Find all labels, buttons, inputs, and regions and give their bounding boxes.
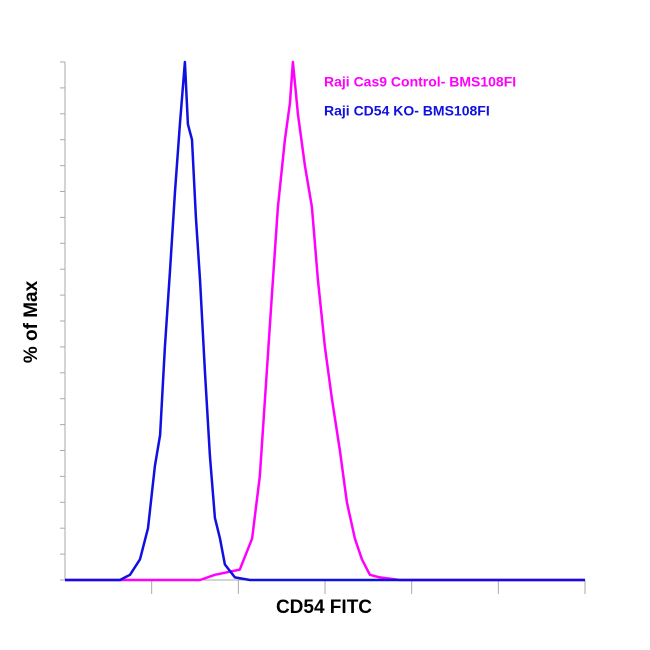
legend-entry: Raji CD54 KO- BMS108FI xyxy=(324,103,490,119)
legend-entry: Raji Cas9 Control- BMS108FI xyxy=(324,74,516,90)
y-axis-title: % of Max xyxy=(21,280,42,363)
x-axis-title: CD54 FITC xyxy=(276,597,372,618)
series-line xyxy=(65,60,585,582)
series-line xyxy=(65,60,585,582)
